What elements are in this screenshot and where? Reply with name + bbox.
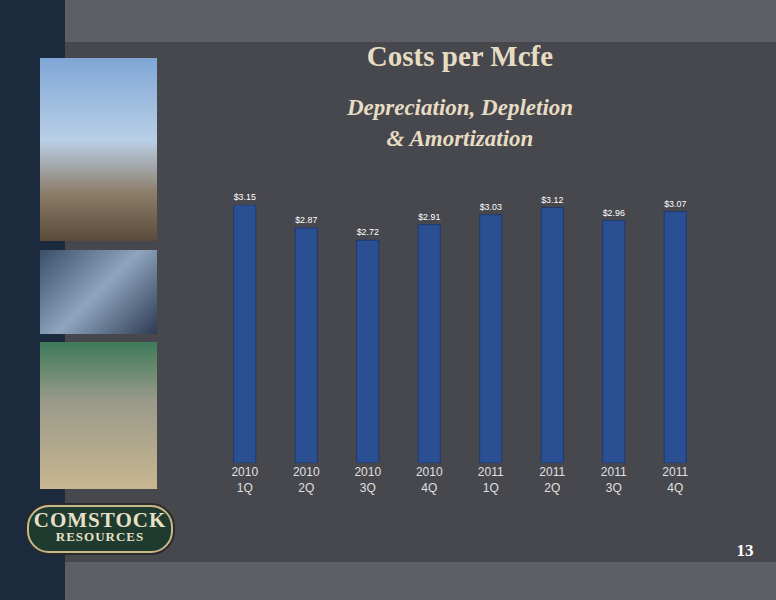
- svg-text:20114Q: 20114Q: [662, 465, 688, 495]
- html-text:RESOURCES: RESOURCES: [55, 529, 145, 544]
- svg-text:$2.72: $2.72: [357, 227, 379, 237]
- html-text:& Amortization: & Amortization: [386, 126, 534, 151]
- svg-text:$2.91: $2.91: [418, 212, 440, 222]
- svg-text:20113Q: 20113Q: [601, 465, 627, 495]
- svg-text:$3.12: $3.12: [541, 195, 563, 205]
- svg-text:20104Q: 20104Q: [416, 465, 443, 495]
- svg-text:20111Q: 20111Q: [478, 465, 504, 495]
- svg-text:$2.87: $2.87: [295, 215, 317, 225]
- svg-text:20103Q: 20103Q: [354, 465, 381, 495]
- svg-text:$3.15: $3.15: [234, 192, 256, 202]
- svg-text:20102Q: 20102Q: [293, 465, 320, 495]
- html-text:13: 13: [736, 541, 754, 560]
- svg-text:$3.03: $3.03: [480, 202, 502, 212]
- svg-text:20112Q: 20112Q: [539, 465, 565, 495]
- svg-text:$2.96: $2.96: [603, 208, 625, 218]
- svg-text:20101Q: 20101Q: [231, 465, 258, 495]
- html-text:COMSTOCK: COMSTOCK: [33, 508, 167, 532]
- svg-text:$3.07: $3.07: [664, 199, 686, 209]
- html-text:Costs per Mcfe: Costs per Mcfe: [366, 40, 554, 72]
- html-text:Depreciation, Depletion: Depreciation, Depletion: [346, 95, 574, 120]
